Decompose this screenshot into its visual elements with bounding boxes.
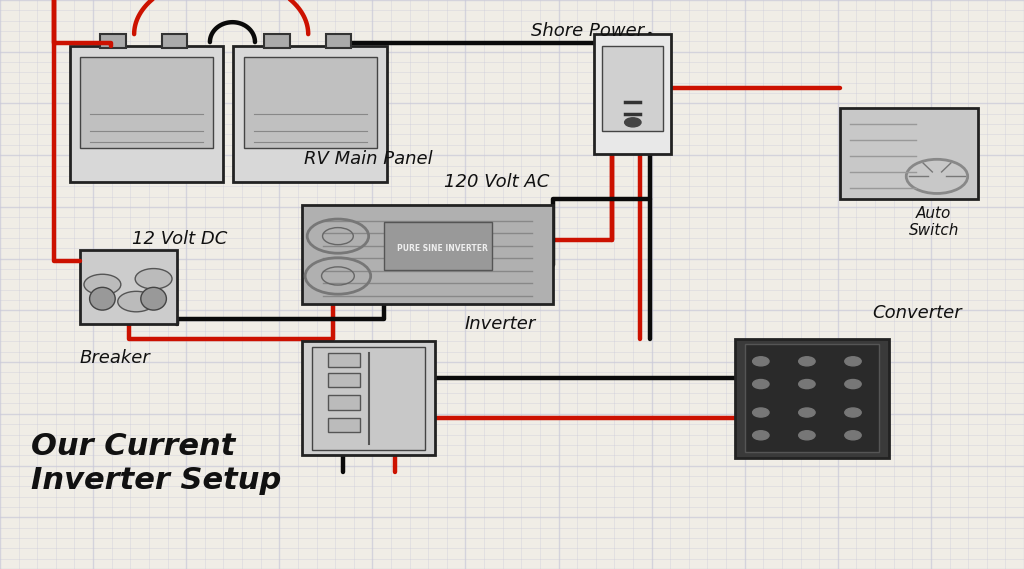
FancyBboxPatch shape	[328, 373, 360, 387]
Text: Breaker: Breaker	[79, 349, 151, 368]
FancyBboxPatch shape	[302, 341, 435, 455]
FancyBboxPatch shape	[312, 347, 425, 450]
Circle shape	[799, 408, 815, 417]
FancyBboxPatch shape	[264, 34, 290, 48]
Circle shape	[84, 274, 121, 295]
FancyBboxPatch shape	[70, 46, 223, 182]
FancyBboxPatch shape	[302, 205, 553, 304]
Text: PURE SINE INVERTER: PURE SINE INVERTER	[397, 245, 488, 253]
Circle shape	[845, 357, 861, 366]
Ellipse shape	[90, 287, 115, 310]
Circle shape	[845, 408, 861, 417]
Text: Our Current
Inverter Setup: Our Current Inverter Setup	[31, 432, 282, 495]
Circle shape	[753, 380, 769, 389]
FancyBboxPatch shape	[745, 344, 879, 452]
Text: Shore Power: Shore Power	[531, 22, 644, 40]
FancyBboxPatch shape	[100, 34, 126, 48]
Text: Converter: Converter	[872, 304, 963, 322]
Text: 120 Volt AC: 120 Volt AC	[444, 173, 549, 191]
FancyBboxPatch shape	[735, 339, 889, 458]
FancyBboxPatch shape	[244, 57, 377, 148]
Circle shape	[799, 380, 815, 389]
Circle shape	[799, 431, 815, 440]
FancyBboxPatch shape	[328, 395, 360, 410]
Text: Auto
Switch: Auto Switch	[908, 206, 959, 238]
Text: Inverter: Inverter	[464, 315, 536, 333]
FancyBboxPatch shape	[328, 353, 360, 367]
FancyBboxPatch shape	[162, 34, 187, 48]
FancyBboxPatch shape	[326, 34, 351, 48]
Circle shape	[753, 431, 769, 440]
Circle shape	[118, 291, 155, 312]
FancyBboxPatch shape	[328, 418, 360, 432]
FancyBboxPatch shape	[594, 34, 671, 154]
Circle shape	[753, 408, 769, 417]
FancyBboxPatch shape	[80, 57, 213, 148]
Circle shape	[845, 380, 861, 389]
Circle shape	[753, 357, 769, 366]
FancyBboxPatch shape	[233, 46, 387, 182]
Text: RV Main Panel: RV Main Panel	[304, 150, 433, 168]
FancyBboxPatch shape	[602, 46, 663, 131]
Ellipse shape	[140, 287, 166, 310]
Circle shape	[135, 269, 172, 289]
FancyBboxPatch shape	[80, 250, 177, 324]
Text: 12 Volt DC: 12 Volt DC	[131, 230, 227, 248]
Circle shape	[845, 431, 861, 440]
Circle shape	[625, 118, 641, 127]
FancyBboxPatch shape	[840, 108, 978, 199]
FancyBboxPatch shape	[384, 222, 492, 270]
Circle shape	[799, 357, 815, 366]
